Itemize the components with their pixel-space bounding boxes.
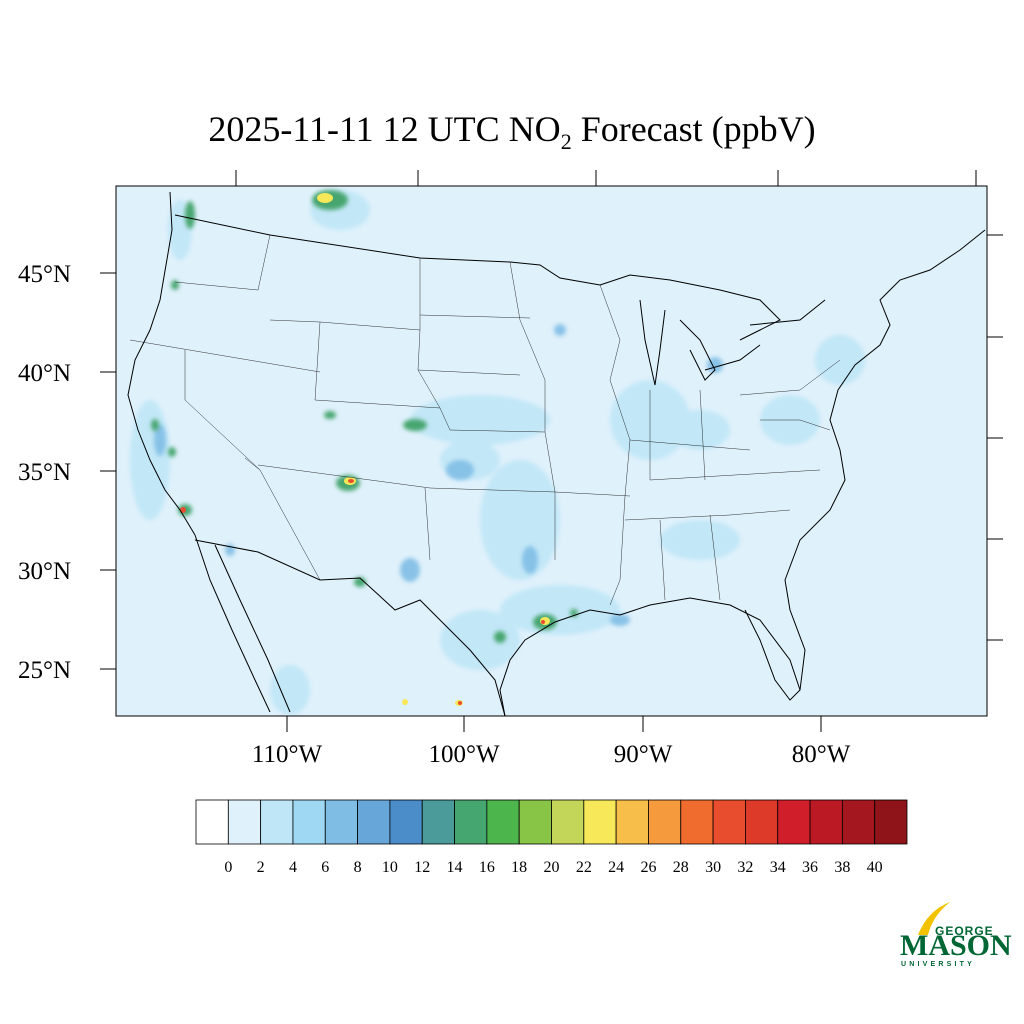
- colorbar-swatch: [260, 799, 294, 845]
- gmu-logo: GEORGE MASON UNIVERSITY: [900, 902, 1012, 968]
- colorbar-tick-label: 32: [737, 859, 753, 876]
- lat-label-25: 25°N: [18, 657, 71, 684]
- colorbar-swatch: [324, 799, 358, 845]
- colorbar-swatch: [357, 799, 391, 845]
- colorbar-tick-label: 24: [608, 859, 624, 876]
- colorbar-swatch: [712, 799, 746, 845]
- colorbar-swatch: [227, 799, 262, 845]
- colorbar-swatch: [841, 799, 876, 845]
- colorbar-swatch: [648, 799, 682, 845]
- logo-line-1: GEORGE: [935, 924, 994, 938]
- colorbar-tick-label: 26: [640, 859, 656, 876]
- colorbar-tick-label: 36: [802, 859, 818, 876]
- map-title: 2025-11-11 12 UTC NO2 Forecast (ppbV): [208, 109, 816, 155]
- colorbar-tick-label: 14: [447, 859, 463, 876]
- colorbar-swatch: [583, 799, 617, 845]
- colorbar-tick-label: 40: [867, 859, 883, 876]
- colorbar-swatch: [421, 799, 455, 845]
- colorbar-swatch: [389, 799, 423, 845]
- colorbar-tick-label: 28: [673, 859, 689, 876]
- lat-label-30: 30°N: [18, 558, 71, 585]
- colorbar-tick-label: 12: [414, 859, 430, 876]
- colorbar-swatch: [874, 799, 908, 845]
- colorbar-swatch: [292, 799, 326, 845]
- colorbar-labels: 0 2 4 6 8 10 12 14 16 18 20 22 24 26 28 30 32 34 36 38 40: [224, 859, 882, 876]
- colorbar-tick-label: 10: [382, 859, 398, 876]
- colorbar-tick-label: 0: [224, 859, 232, 876]
- logo-line-2: MASON: [900, 929, 1012, 962]
- bottom-ticks: [286, 716, 822, 732]
- colorbar-tick-label: 4: [289, 859, 297, 876]
- lat-label-35: 35°N: [18, 459, 71, 486]
- lon-label-110w: 110°W: [252, 741, 323, 768]
- lat-label-40: 40°N: [18, 360, 71, 387]
- right-ticks: [987, 234, 1003, 641]
- lon-label-100w: 100°W: [428, 741, 499, 768]
- colorbar-swatch: [615, 799, 649, 845]
- colorbar-tick-label: 6: [321, 859, 329, 876]
- colorbar-swatch: [680, 799, 714, 845]
- colorbar-tick-label: 30: [705, 859, 721, 876]
- colorbar-swatch: [809, 799, 843, 845]
- colorbar-swatch: [777, 799, 811, 845]
- lon-label-90w: 90°W: [614, 741, 673, 768]
- colorbar-tick-label: 34: [770, 859, 786, 876]
- colorbar-swatch: [454, 799, 488, 845]
- colorbar-swatch: [745, 799, 779, 845]
- colorbar-swatch: [551, 799, 585, 845]
- logo-swoosh-icon: [918, 902, 950, 935]
- colorbar-tick-label: 38: [834, 859, 850, 876]
- lat-label-45: 45°N: [18, 261, 71, 288]
- logo-line-3: UNIVERSITY: [901, 961, 975, 968]
- colorbar-tick-label: 20: [544, 859, 560, 876]
- colorbar-swatch: [195, 799, 229, 845]
- colorbar: [195, 799, 908, 845]
- colorbar-swatch: [518, 799, 552, 845]
- left-ticks: [100, 272, 116, 670]
- no2-field: [127, 190, 986, 716]
- colorbar-swatch: [486, 799, 520, 845]
- top-ticks: [235, 170, 977, 186]
- map-frame: [115, 185, 988, 717]
- colorbar-tick-label: 18: [511, 859, 527, 876]
- colorbar-tick-label: 2: [257, 859, 265, 876]
- colorbar-tick-label: 8: [354, 859, 362, 876]
- colorbar-tick-label: 16: [479, 859, 495, 876]
- map-background: [116, 186, 987, 716]
- colorbar-tick-label: 22: [576, 859, 592, 876]
- lon-label-80w: 80°W: [792, 741, 851, 768]
